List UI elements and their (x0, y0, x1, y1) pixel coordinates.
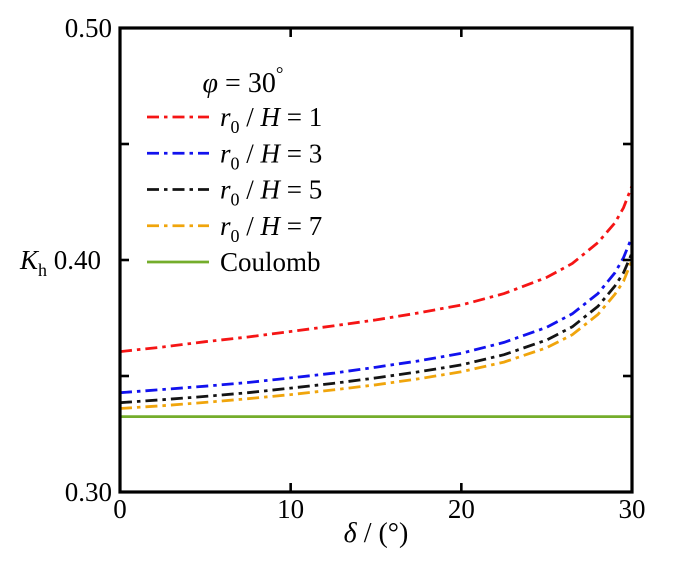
x-tick-label-30: 30 (619, 494, 646, 524)
plot-curves (120, 185, 632, 418)
legend-label-r0h7: r0 / H = 7 (220, 211, 322, 246)
legend-label-r0h5: r0 / H = 5 (220, 175, 322, 210)
legend-label-r0h1: r0 / H = 1 (220, 102, 322, 137)
legend-label-coulomb: Coulomb (220, 247, 321, 277)
curve-r0h5 (120, 252, 632, 405)
x-axis-label: δ / (°) (344, 518, 409, 549)
legend: φ = 30°r0 / H = 1r0 / H = 3r0 / H = 5r0 … (147, 64, 322, 277)
x-tick-label-0: 0 (113, 494, 127, 524)
tick-marks (120, 28, 632, 492)
x-tick-label-10: 10 (277, 494, 304, 524)
curve-r0h7 (120, 259, 632, 410)
y-tick-label-0.30: 0.30 (65, 477, 112, 507)
y-axis-label: Kh 0.40 (19, 245, 101, 280)
curve-r0h1 (120, 185, 632, 353)
plot-border (118, 26, 634, 494)
legend-title: φ = 30° (203, 64, 284, 99)
curve-r0h3 (120, 236, 632, 395)
y-tick-label-0.50: 0.50 (65, 13, 112, 43)
x-tick-label-20: 20 (448, 494, 475, 524)
legend-label-r0h3: r0 / H = 3 (220, 138, 322, 173)
